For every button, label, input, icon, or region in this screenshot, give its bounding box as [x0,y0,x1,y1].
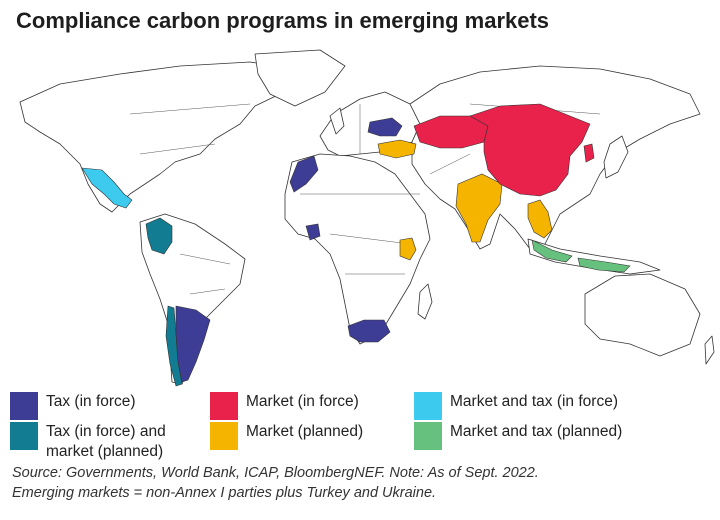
uk-landmass [329,107,345,135]
legend-swatch [10,422,38,450]
southeast-asia-region [527,199,553,239]
argentina-region [175,305,211,383]
indonesia-east-region [577,257,631,273]
legend: Tax (in force) Tax (in force) and market… [10,392,710,468]
legend-label: Market (in force) [246,393,359,410]
legend-swatch [414,392,442,420]
greenland-landmass [254,49,346,107]
legend-item-market-in-force: Market (in force) [210,392,359,420]
source-line-1: Source: Governments, World Bank, ICAP, B… [12,465,539,481]
africa-landmass [284,153,431,345]
china-region [469,103,591,197]
legend-label: Tax (in force) and market (planned) [46,423,166,460]
source-note: Source: Governments, World Bank, ICAP, B… [12,463,712,503]
chart-title: Compliance carbon programs in emerging m… [16,8,550,33]
legend-swatch [210,392,238,420]
india-region [455,173,503,243]
legend-label: Market (planned) [246,423,364,440]
mexico-region [81,167,133,209]
legend-label: Tax (in force) [46,393,136,410]
legend-item-tax-market-planned: Tax (in force) and market (planned) [10,422,206,462]
indonesia-region [531,239,573,263]
turkey-region [377,139,417,159]
legend-swatch [10,392,38,420]
legend-label: Market and tax (in force) [450,393,618,410]
legend-swatch [414,422,442,450]
source-line-2: Emerging markets = non-Annex I parties p… [12,485,437,501]
legend-item-market-tax-in-force: Market and tax (in force) [414,392,618,420]
australia-landmass [584,273,701,357]
kenya-region [399,237,417,261]
north-america-landmass [19,61,301,213]
chile-region [165,305,183,387]
cote-divoire-region [305,223,321,241]
legend-label: Market and tax (planned) [450,423,623,440]
colombia-region [145,217,173,255]
legend-swatch [210,422,238,450]
legend-item-market-planned: Market (planned) [210,422,363,450]
highlighted-countries [81,103,631,387]
madagascar-landmass [417,283,433,320]
morocco-region [289,155,319,193]
world-map [19,49,715,387]
south-africa-region [347,319,391,343]
new-zealand-landmass [704,335,715,365]
japan-landmass [603,135,629,179]
legend-item-market-tax-planned: Market and tax (planned) [414,422,622,450]
ukraine-region [367,117,403,137]
korea-region [583,143,595,163]
legend-item-tax-in-force: Tax (in force) [10,392,136,420]
